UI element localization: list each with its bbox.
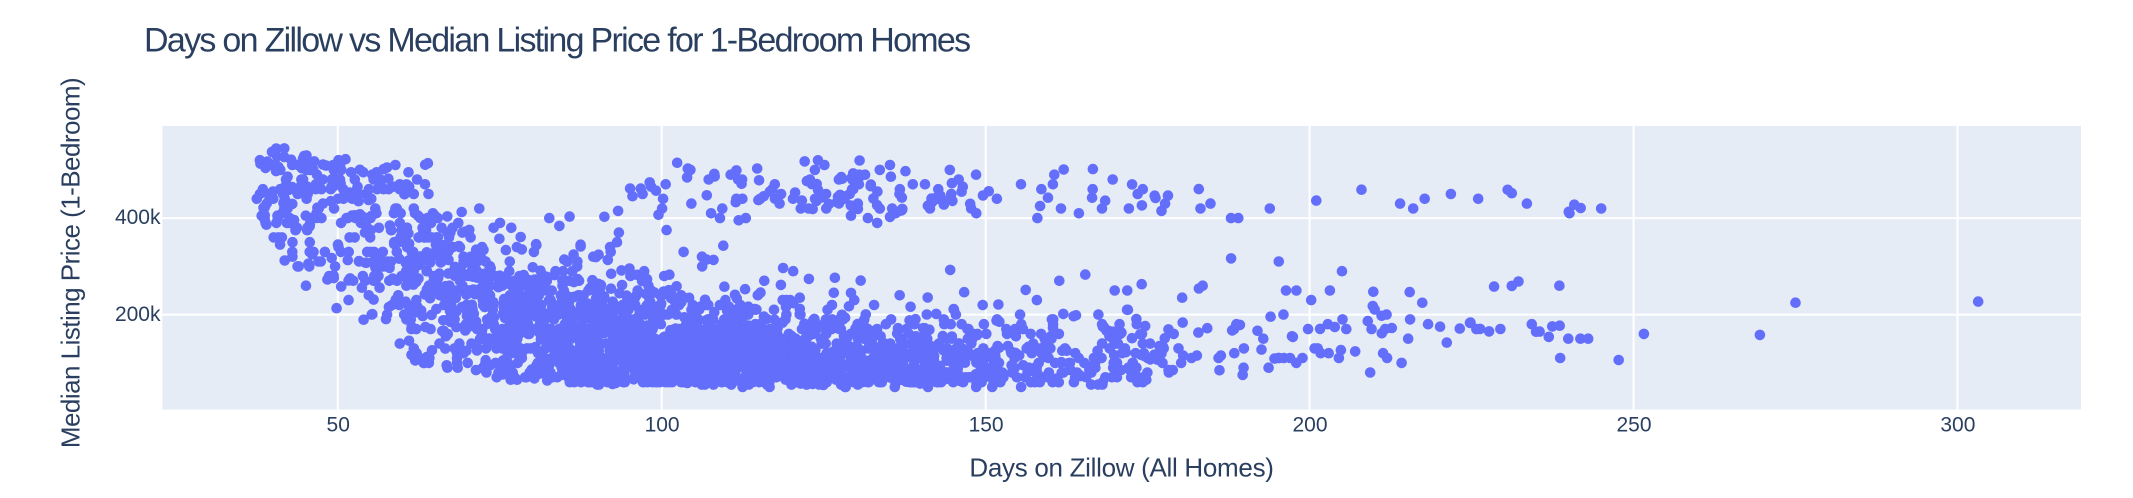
svg-text:50: 50	[327, 414, 350, 437]
svg-text:Days on Zillow (All Homes): Days on Zillow (All Homes)	[969, 453, 1273, 483]
svg-text:Days on Zillow vs Median Listi: Days on Zillow vs Median Listing Price f…	[144, 21, 970, 59]
svg-text:Median Listing Price (1-Bedroo: Median Listing Price (1-Bedroom)	[55, 78, 85, 448]
svg-text:300: 300	[1940, 414, 1975, 437]
svg-text:100: 100	[645, 414, 680, 437]
svg-text:250: 250	[1616, 414, 1651, 437]
svg-text:200k: 200k	[115, 303, 161, 326]
svg-text:400k: 400k	[115, 206, 161, 229]
svg-text:200: 200	[1292, 414, 1327, 437]
svg-text:150: 150	[969, 414, 1004, 437]
